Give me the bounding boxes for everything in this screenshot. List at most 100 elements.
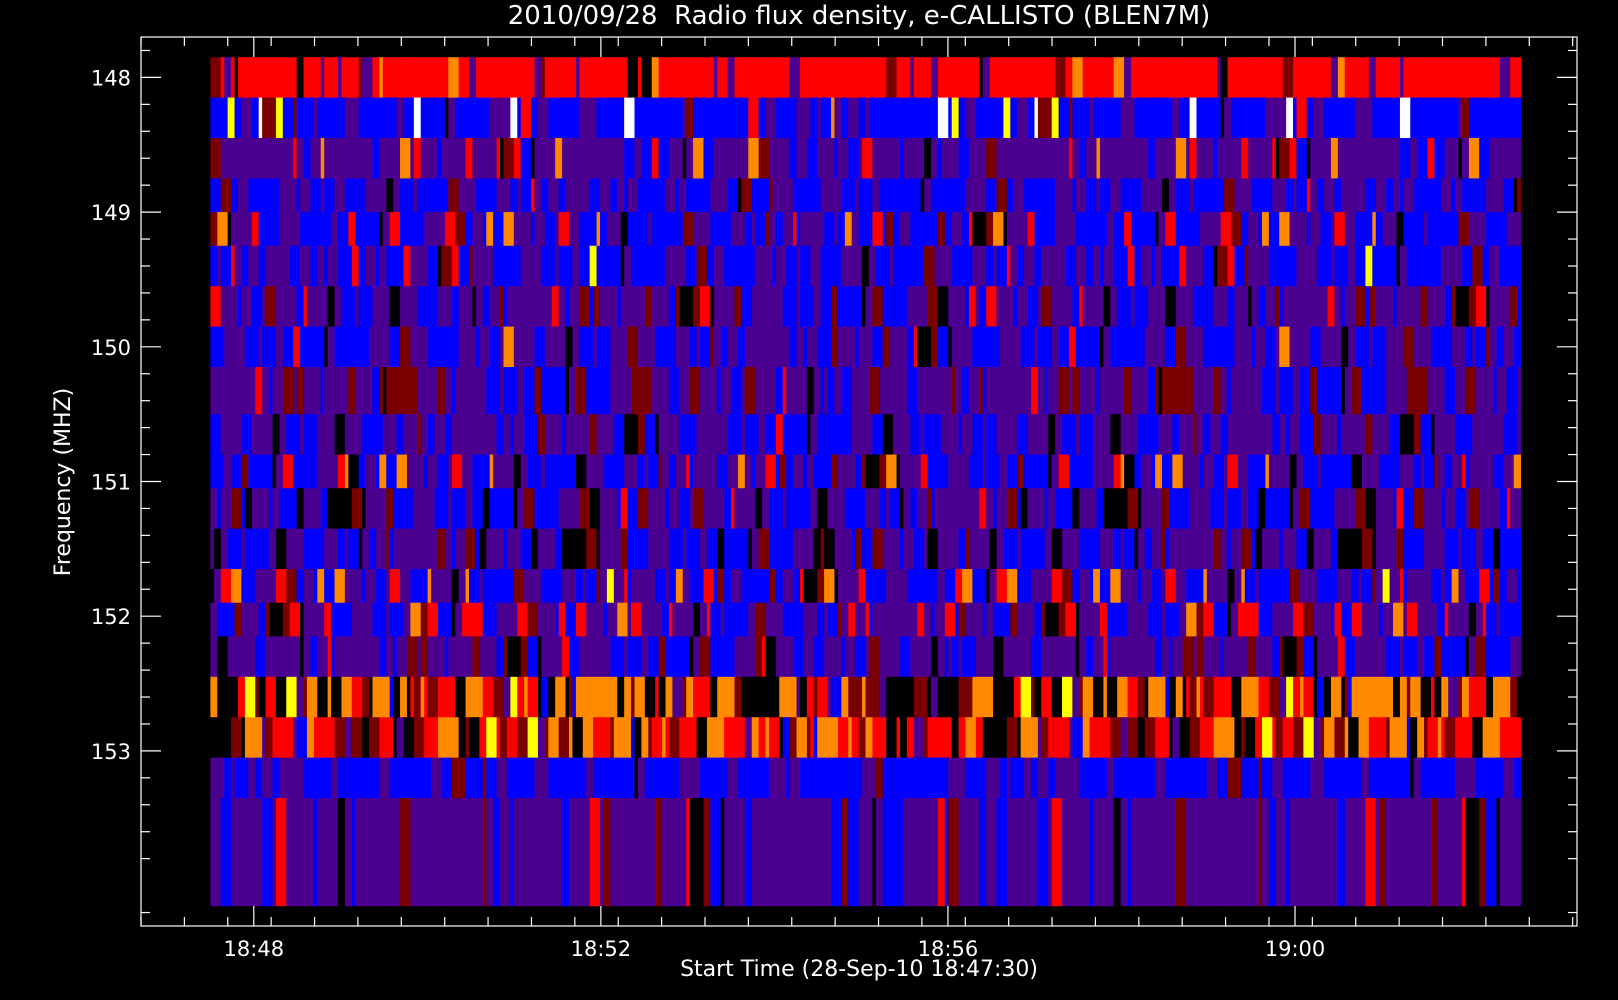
heatmap-cell [1241, 178, 1253, 213]
heatmap-cell [1248, 454, 1259, 489]
heatmap-cell [465, 212, 473, 247]
heatmap-cell [548, 676, 556, 718]
heatmap-cell [617, 367, 625, 415]
heatmap-cell [617, 286, 622, 327]
heatmap-cell [606, 636, 611, 678]
heatmap-cell [1089, 717, 1097, 759]
heatmap-cell [1193, 488, 1204, 530]
heatmap-cell [400, 757, 408, 799]
heatmap-cell [1058, 569, 1063, 604]
heatmap-cell [1299, 488, 1311, 530]
heatmap-cell [603, 138, 611, 179]
heatmap-cell [1213, 454, 1225, 489]
heatmap-cell [682, 326, 691, 368]
heatmap-cell [355, 212, 366, 247]
heatmap-cell [1389, 569, 1401, 604]
heatmap-cell [1320, 414, 1328, 455]
heatmap-cell [1303, 454, 1308, 489]
heatmap-cell [1031, 57, 1039, 99]
heatmap-cell [1344, 602, 1353, 637]
heatmap-cell [586, 367, 597, 415]
heatmap-cell [1444, 488, 1456, 530]
heatmap-cell [1068, 212, 1073, 247]
heatmap-cell [427, 798, 439, 907]
heatmap-cell [286, 414, 291, 455]
heatmap-cell [1379, 602, 1384, 637]
heatmap-cell [1493, 367, 1497, 415]
heatmap-cell [741, 798, 746, 907]
heatmap-cell [986, 488, 994, 530]
heatmap-cell [1227, 454, 1239, 489]
heatmap-cell [1517, 488, 1521, 530]
heatmap-cell [693, 569, 704, 604]
heatmap-cell [262, 97, 266, 139]
heatmap-cell [568, 286, 580, 327]
heatmap-cell [1499, 286, 1508, 327]
heatmap-cell [831, 798, 842, 907]
heatmap-cell [489, 326, 501, 368]
heatmap-cell [1365, 798, 1377, 907]
heatmap-cell [1137, 757, 1142, 799]
heatmap-cell [1351, 798, 1356, 907]
heatmap-cell [744, 212, 753, 247]
heatmap-cell [1179, 414, 1184, 455]
heatmap-cell [986, 212, 994, 247]
heatmap-cell [1224, 454, 1228, 489]
heatmap-cell [210, 178, 218, 213]
heatmap-cell [965, 178, 973, 213]
heatmap-cell [831, 57, 839, 99]
heatmap-cell [1268, 454, 1277, 489]
heatmap-cell [1482, 717, 1490, 759]
heatmap-cell [1044, 602, 1049, 637]
heatmap-cell [431, 97, 435, 139]
heatmap-cell [1365, 97, 1373, 139]
heatmap-cell [1134, 286, 1139, 327]
heatmap-cell [662, 528, 666, 570]
heatmap-cell [1348, 757, 1353, 799]
heatmap-cell [1162, 488, 1170, 530]
heatmap-cell [931, 757, 939, 799]
heatmap-cell [675, 326, 684, 368]
heatmap-cell [434, 57, 439, 99]
heatmap-cell [344, 97, 349, 139]
heatmap-cell [451, 528, 456, 570]
heatmap-cell [989, 528, 997, 570]
heatmap-cell [1051, 676, 1063, 718]
heatmap-cell [1482, 528, 1494, 570]
heatmap-cell [369, 528, 377, 570]
heatmap-cell [1368, 636, 1380, 678]
heatmap-cell [989, 326, 1001, 368]
heatmap-cell [1255, 138, 1266, 179]
heatmap-cell [410, 798, 418, 907]
heatmap-cell [1127, 602, 1132, 637]
heatmap-cell [786, 245, 797, 287]
heatmap-cell [1306, 212, 1311, 247]
heatmap-cell [689, 636, 694, 678]
heatmap-cell [365, 798, 370, 907]
heatmap-cell [1437, 798, 1446, 907]
heatmap-cell [920, 757, 932, 799]
heatmap-cell [813, 717, 818, 759]
heatmap-cell [548, 178, 560, 213]
heatmap-cell [820, 97, 832, 139]
heatmap-cell [1265, 138, 1273, 179]
heatmap-cell [1168, 676, 1177, 718]
heatmap-cell [1230, 138, 1242, 179]
heatmap-cell [1503, 414, 1511, 455]
heatmap-cell [975, 454, 984, 489]
heatmap-cell [906, 602, 911, 637]
heatmap-cell [603, 636, 608, 678]
heatmap-cell [431, 488, 435, 530]
heatmap-cell [1475, 602, 1484, 637]
heatmap-cell [565, 414, 573, 455]
heatmap-cell [741, 676, 746, 718]
heatmap-cell [1093, 676, 1104, 718]
heatmap-cell [979, 326, 987, 368]
heatmap-cell [1427, 602, 1439, 637]
heatmap-cell [996, 569, 1008, 604]
heatmap-cell [600, 57, 608, 99]
heatmap-cell [789, 757, 801, 799]
heatmap-cell [706, 757, 711, 799]
heatmap-cell [1506, 367, 1518, 415]
heatmap-cell [1372, 367, 1380, 415]
